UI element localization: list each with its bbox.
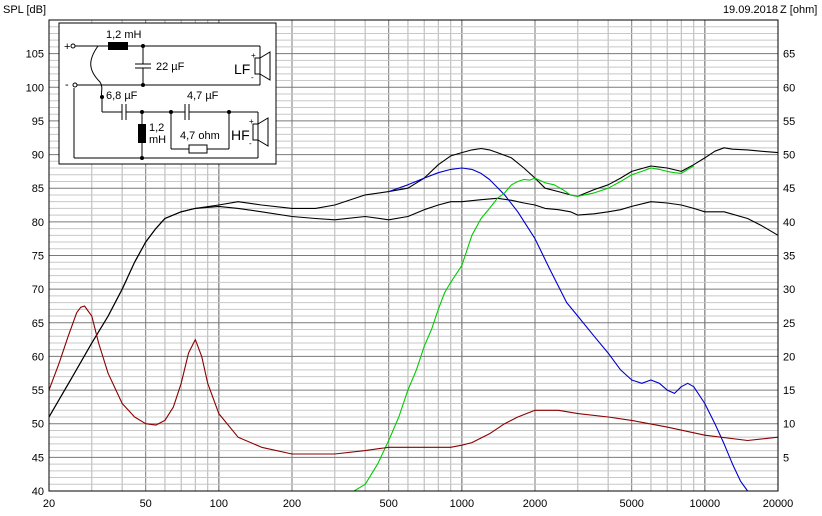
l2-label-value: 1,2 xyxy=(149,122,164,134)
x-tick-label: 20 xyxy=(43,498,55,510)
y-left-tick-label: 50 xyxy=(32,419,44,431)
x-tick-label: 500 xyxy=(380,498,398,510)
hf-minus-label: - xyxy=(249,139,252,148)
date-label: 19.09.2018 xyxy=(723,4,778,16)
series-line-3 xyxy=(388,167,755,492)
y-left-tick-label: 100 xyxy=(26,82,44,94)
y-left-tick-label: 45 xyxy=(32,452,44,464)
y-right-tick-label: 10 xyxy=(783,419,795,431)
inductor-l1 xyxy=(108,42,128,50)
y-right-tick-label: 40 xyxy=(783,217,795,229)
y-right-tick-label: 20 xyxy=(783,351,795,363)
x-tick-label: 20000 xyxy=(763,498,794,510)
x-tick-label: 5000 xyxy=(619,498,643,510)
hf-label: HF xyxy=(231,127,250,143)
plot-frame xyxy=(48,19,779,492)
input-minus-label: - xyxy=(65,79,69,91)
y-left-tick-label: 75 xyxy=(32,251,44,263)
inductor-l2 xyxy=(138,124,146,143)
x-tick-label: 10000 xyxy=(690,498,721,510)
y-left-tick-label: 60 xyxy=(32,351,44,363)
y-left-tick-label: 95 xyxy=(32,116,44,128)
lf-label: LF xyxy=(234,61,250,77)
y-left-tick-label: 55 xyxy=(32,385,44,397)
y-right-tick-label: 35 xyxy=(783,251,795,263)
left-axis-label: SPL [dB] xyxy=(3,4,46,16)
y-right-tick-label: 45 xyxy=(783,183,795,195)
y-right-tick-label: 15 xyxy=(783,385,795,397)
lf-minus-label: - xyxy=(251,73,254,82)
right-axis-label: Z [ohm] xyxy=(780,4,817,16)
l2-label-unit: mH xyxy=(149,134,166,146)
hf-plus-label: + xyxy=(249,117,254,126)
x-tick-label: 2000 xyxy=(523,498,547,510)
l1-label: 1,2 mH xyxy=(106,29,142,41)
c2-label: 6,8 µF xyxy=(106,90,138,102)
y-right-tick-label: 5 xyxy=(783,452,789,464)
c3-label: 4,7 µF xyxy=(187,90,219,102)
y-left-tick-label: 65 xyxy=(32,318,44,330)
series-line-5 xyxy=(48,305,779,455)
y-left-tick-label: 80 xyxy=(32,217,44,229)
series-line-2 xyxy=(48,197,779,418)
crossover-schematic: + - 1,2 mH 22 µF LF 6,8 µF 4,7 µF 1,2 mH… xyxy=(58,22,277,165)
lf-plus-label: + xyxy=(251,51,256,60)
tick-labels: 20 50 100 200 500 1000 2000 5000 10000 20000 40 45 5… xyxy=(26,49,796,510)
y-right-tick-label: 55 xyxy=(783,116,795,128)
series-group xyxy=(48,147,779,492)
y-right-tick-label: 60 xyxy=(783,82,795,94)
y-right-tick-label: 65 xyxy=(783,49,795,61)
y-left-tick-label: 40 xyxy=(32,486,44,498)
y-right-tick-label: 30 xyxy=(783,284,795,296)
x-tick-label: 200 xyxy=(283,498,301,510)
y-right-tick-label: 25 xyxy=(783,318,795,330)
y-left-tick-label: 90 xyxy=(32,150,44,162)
x-tick-label: 50 xyxy=(140,498,152,510)
x-tick-label: 100 xyxy=(210,498,228,510)
y-left-tick-label: 105 xyxy=(26,49,44,61)
series-line-4 xyxy=(334,165,694,492)
y-left-tick-label: 85 xyxy=(32,183,44,195)
x-tick-label: 1000 xyxy=(450,498,474,510)
input-plus-label: + xyxy=(64,41,70,53)
y-left-tick-label: 70 xyxy=(32,284,44,296)
y-right-tick-label: 50 xyxy=(783,150,795,162)
r1-label: 4,7 ohm xyxy=(180,130,220,142)
c1-label: 22 µF xyxy=(156,61,185,73)
